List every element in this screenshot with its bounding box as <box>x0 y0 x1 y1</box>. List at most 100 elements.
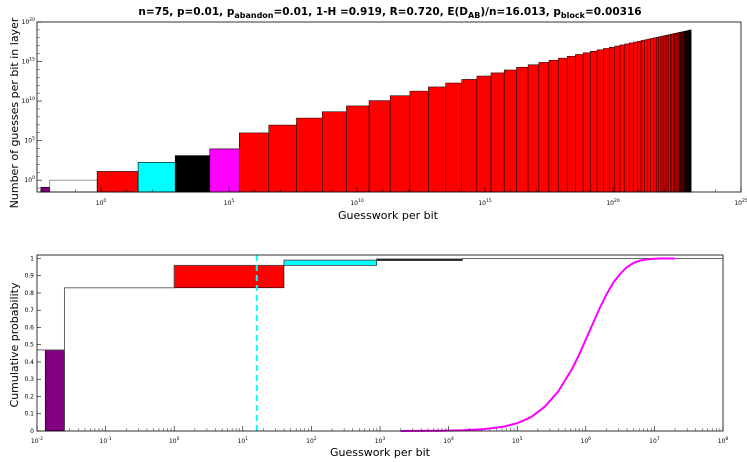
bottom-axes-group: 10-2 10-1 100 101 102 103 104 105 106 107 108 0 0.1 0… <box>24 254 729 445</box>
layer-bar <box>548 59 559 193</box>
layer-bar <box>461 79 478 193</box>
y-tick-label: 1 <box>30 255 34 262</box>
layer-bar <box>629 42 634 193</box>
y-tick-label: 0.5 <box>24 342 34 349</box>
y-tick-label: 0.7 <box>24 307 34 314</box>
y-tick-label: 1015 <box>22 57 36 66</box>
top-x-axis-label: Guesswork per bit <box>338 209 439 222</box>
layer-bar <box>637 40 642 193</box>
top-axes-group: 100 105 1010 1015 1020 1025 100 105 1010 1015 1020 <box>22 17 747 207</box>
top-chart-title: n=75, p=0.01, pabandon=0.01, 1-H =0.919,… <box>138 6 641 20</box>
x-tick-label: 100 <box>169 436 180 445</box>
layer-bar <box>428 86 446 193</box>
layer-bar <box>619 44 626 193</box>
layer-bar <box>614 45 621 193</box>
y-tick-label: 0 <box>30 428 34 435</box>
layer-bar <box>633 41 638 193</box>
layer-bar <box>209 148 240 193</box>
layer-bar <box>575 54 584 193</box>
layer-bar <box>238 132 270 193</box>
layer-bar <box>409 90 429 193</box>
layer-bar <box>660 35 664 193</box>
layer-bar <box>609 46 616 193</box>
y-tick-label: 0.4 <box>24 359 34 366</box>
layer-bar <box>503 69 517 193</box>
step-cdf-line <box>37 258 723 351</box>
x-tick-label: 10-2 <box>31 436 43 445</box>
layer-bar <box>666 34 669 193</box>
x-tick-label: 105 <box>224 198 235 207</box>
layer-bar <box>368 100 391 193</box>
layer-bar <box>40 186 51 193</box>
layer-bar <box>566 55 576 193</box>
layer-bar <box>538 62 550 193</box>
layer-bar <box>490 72 505 193</box>
layer-bar <box>174 155 211 193</box>
cdf-layer-box <box>283 259 377 266</box>
cdf-layer-box <box>173 265 285 289</box>
top-plot-frame <box>36 21 742 193</box>
y-tick-label: 105 <box>24 136 35 145</box>
layer-bar <box>582 52 591 193</box>
layer-bar <box>644 39 648 193</box>
layer-bar <box>445 82 463 193</box>
layer-bar <box>49 179 98 193</box>
x-tick-label: 105 <box>512 436 523 445</box>
layer-bar <box>137 162 176 193</box>
y-tick-label: 100 <box>24 175 35 184</box>
x-tick-label: 100 <box>96 198 107 207</box>
layer-bar <box>590 50 598 193</box>
guesswork-cdf-curve <box>400 257 675 432</box>
x-tick-label: 103 <box>375 436 386 445</box>
x-tick-label: 1025 <box>734 198 747 207</box>
x-tick-label: 1020 <box>606 198 620 207</box>
layer-bar <box>346 105 370 193</box>
layer-bar <box>653 37 657 193</box>
x-tick-label: 1015 <box>478 198 492 207</box>
layer-bar <box>558 57 568 193</box>
y-tick-label: 0.2 <box>24 393 34 400</box>
layer-bar <box>296 117 323 193</box>
y-tick-label: 1010 <box>22 96 36 105</box>
x-tick-label: 106 <box>581 436 592 445</box>
y-tick-label: 0.1 <box>24 411 34 418</box>
bottom-y-axis-label: Cumulative probability <box>8 282 21 407</box>
y-tick-label: 0.6 <box>24 324 34 331</box>
y-tick-label: 0.8 <box>24 290 34 297</box>
layer-bar <box>527 64 540 193</box>
layer-bar <box>658 36 662 193</box>
layer-bar <box>640 40 645 193</box>
layer-bar <box>389 95 411 193</box>
x-tick-label: 101 <box>238 436 249 445</box>
layer-bar <box>647 38 651 193</box>
bottom-plot-frame <box>36 254 724 432</box>
layer-bar <box>596 49 604 193</box>
top-y-axis-label: Number of guesses per bit in layer <box>8 17 21 208</box>
layer-bar <box>516 67 529 193</box>
bottom-plot-group <box>37 255 723 432</box>
layer-bar <box>603 48 610 193</box>
top-panel: n=75, p=0.01, pabandon=0.01, 1-H =0.919,… <box>8 6 747 222</box>
top-bars-group <box>40 29 692 193</box>
x-tick-label: 107 <box>649 436 660 445</box>
layer-bar <box>662 35 666 193</box>
layer-bar <box>96 171 139 193</box>
cdf-layer-box <box>44 349 65 432</box>
layer-bar <box>268 124 297 193</box>
x-tick-label: 108 <box>718 436 729 445</box>
y-tick-label: 1020 <box>22 17 36 26</box>
y-tick-label: 0.3 <box>24 376 34 383</box>
bottom-x-axis-label: Guesswork per bit <box>330 446 431 459</box>
layer-bar <box>322 111 347 193</box>
x-tick-label: 10-1 <box>100 436 112 445</box>
layer-bar <box>664 35 668 193</box>
x-tick-label: 104 <box>443 436 454 445</box>
layer-bar <box>655 36 659 193</box>
bottom-panel: 10-2 10-1 100 101 102 103 104 105 106 107 108 0 0.1 0… <box>8 254 729 459</box>
x-tick-label: 1010 <box>350 198 364 207</box>
layer-bar <box>650 38 654 193</box>
layer-bar <box>476 75 492 193</box>
y-tick-label: 0.9 <box>24 273 34 280</box>
layer-bar <box>624 43 630 193</box>
